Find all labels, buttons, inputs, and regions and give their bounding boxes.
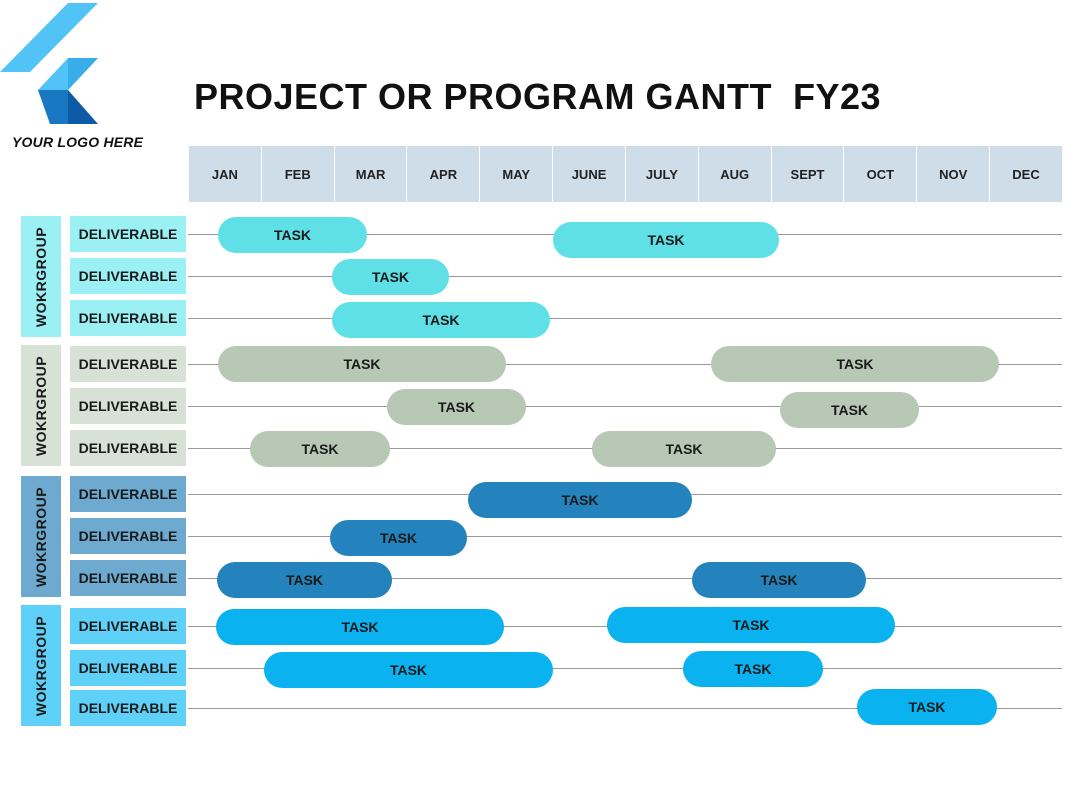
task-bar: TASK xyxy=(250,431,390,467)
month-nov: NOV xyxy=(917,146,991,202)
deliverable-label: DELIVERABLE xyxy=(70,690,186,726)
logo-text: YOUR LOGO HERE xyxy=(12,134,144,150)
page-title: PROJECT OR PROGRAM GANTT FY23 xyxy=(194,76,882,117)
task-bar: TASK xyxy=(857,689,997,725)
row-gridline xyxy=(188,318,1062,319)
row-gridline xyxy=(188,406,1062,407)
deliverable-label: DELIVERABLE xyxy=(70,476,186,512)
row-gridline xyxy=(188,536,1062,537)
row-gridline xyxy=(188,364,1062,365)
task-bar: TASK xyxy=(553,222,779,258)
task-bar: TASK xyxy=(387,389,526,425)
workgroup-label-box: WOKRGROUP xyxy=(21,345,61,466)
deliverable-label: DELIVERABLE xyxy=(70,346,186,382)
task-bar: TASK xyxy=(592,431,776,467)
task-bar: TASK xyxy=(330,520,467,556)
deliverable-label: DELIVERABLE xyxy=(70,608,186,644)
workgroup-label-box: WOKRGROUP xyxy=(21,216,61,337)
workgroup-label-box: WOKRGROUP xyxy=(21,476,61,597)
workgroup-label-box: WOKRGROUP xyxy=(21,605,61,726)
row-gridline xyxy=(188,276,1062,277)
task-bar: TASK xyxy=(332,302,550,338)
task-bar: TASK xyxy=(218,217,367,253)
task-bar: TASK xyxy=(607,607,895,643)
workgroup-label: WOKRGROUP xyxy=(33,486,49,587)
deliverable-label: DELIVERABLE xyxy=(70,258,186,294)
task-bar: TASK xyxy=(780,392,919,428)
deliverable-label: DELIVERABLE xyxy=(70,650,186,686)
task-bar: TASK xyxy=(711,346,999,382)
task-bar: TASK xyxy=(332,259,449,295)
workgroup-label: WOKRGROUP xyxy=(33,355,49,456)
task-bar: TASK xyxy=(218,346,506,382)
month-june: JUNE xyxy=(553,146,626,202)
deliverable-label: DELIVERABLE xyxy=(70,216,186,252)
month-apr: APR xyxy=(407,146,481,202)
task-bar: TASK xyxy=(468,482,692,518)
month-dec: DEC xyxy=(1012,166,1040,182)
month-may: MAY xyxy=(480,146,554,202)
task-bar: TASK xyxy=(217,562,392,598)
row-gridline xyxy=(188,668,1062,669)
month-sept: SEPT xyxy=(772,146,845,202)
month-aug: AUG xyxy=(699,146,772,202)
deliverable-label: DELIVERABLE xyxy=(70,300,186,336)
deliverable-label: DELIVERABLE xyxy=(70,560,186,596)
month-header: JAN FEB MAR APR MAY JUNE JULY AUG SEPT O… xyxy=(189,146,1062,202)
row-gridline xyxy=(188,708,1062,709)
deliverable-label: DELIVERABLE xyxy=(70,430,186,466)
month-oct: OCT xyxy=(844,146,918,202)
workgroup-label: WOKRGROUP xyxy=(33,615,49,716)
workgroup-label: WOKRGROUP xyxy=(33,226,49,327)
row-gridline xyxy=(188,578,1062,579)
month-july: JULY xyxy=(626,146,699,202)
task-bar: TASK xyxy=(683,651,823,687)
month-feb: FEB xyxy=(262,146,335,202)
month-jan: JAN xyxy=(189,146,262,202)
logo-icon xyxy=(0,3,98,124)
task-bar: TASK xyxy=(216,609,504,645)
month-mar: MAR xyxy=(335,146,408,202)
deliverable-label: DELIVERABLE xyxy=(70,518,186,554)
deliverable-label: DELIVERABLE xyxy=(70,388,186,424)
task-bar: TASK xyxy=(692,562,866,598)
task-bar: TASK xyxy=(264,652,553,688)
